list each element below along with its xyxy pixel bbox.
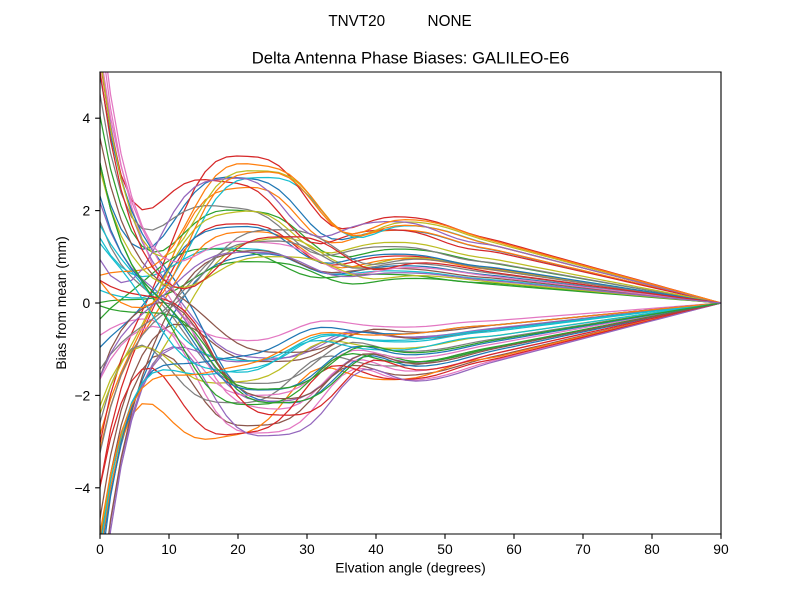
svg-text:0: 0 — [83, 295, 91, 311]
svg-text:40: 40 — [368, 541, 384, 557]
svg-text:50: 50 — [437, 541, 453, 557]
svg-text:Delta Antenna Phase Biases: GA: Delta Antenna Phase Biases: GALILEO-E6 — [252, 49, 570, 68]
svg-text:Bias from mean (mm): Bias from mean (mm) — [53, 236, 69, 369]
svg-text:Elvation angle (degrees): Elvation angle (degrees) — [335, 559, 485, 575]
svg-text:2: 2 — [83, 203, 91, 219]
svg-text:20: 20 — [230, 541, 246, 557]
svg-text:−2: −2 — [74, 387, 90, 403]
svg-text:70: 70 — [575, 541, 591, 557]
svg-text:80: 80 — [644, 541, 660, 557]
svg-text:30: 30 — [299, 541, 315, 557]
svg-text:0: 0 — [96, 541, 104, 557]
svg-text:60: 60 — [506, 541, 522, 557]
svg-text:10: 10 — [161, 541, 177, 557]
svg-text:90: 90 — [713, 541, 729, 557]
svg-text:TNVT20 NONE: TNVT20 NONE — [328, 13, 471, 30]
svg-text:4: 4 — [83, 110, 91, 126]
svg-text:−4: −4 — [74, 480, 90, 496]
